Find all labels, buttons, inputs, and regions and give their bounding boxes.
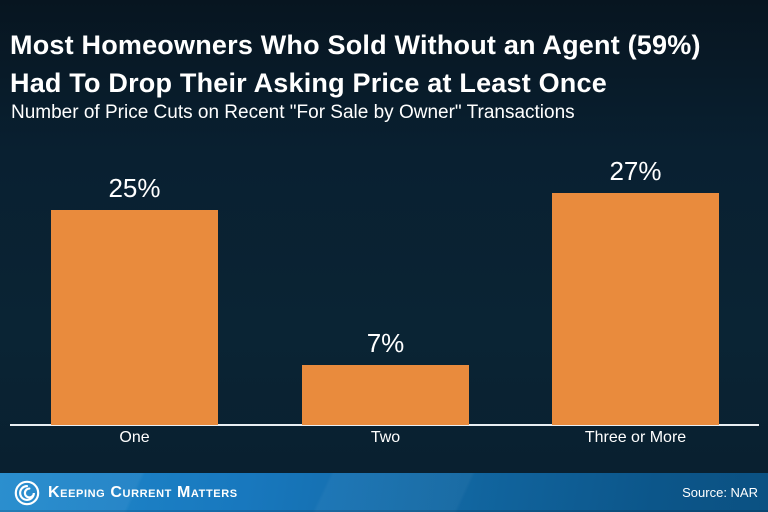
source-label: Source: NAR (682, 485, 758, 500)
bar-value-label: 25% (108, 173, 161, 203)
bar (552, 193, 719, 425)
bar-category-label: Three or More (584, 429, 687, 446)
bar (302, 365, 469, 425)
bar-category-label: One (119, 429, 150, 446)
title-line-2: Had To Drop Their Asking Price at Least … (10, 68, 607, 98)
kcm-swirl-icon (14, 480, 40, 505)
page-title: Most Homeowners Who Sold Without an Agen… (10, 26, 701, 102)
title-line-1: Most Homeowners Who Sold Without an Agen… (10, 30, 701, 60)
x-axis-line (10, 424, 759, 426)
footer-bar: Keeping Current Matters Source: NAR (0, 473, 768, 512)
bar-category-label: Two (370, 429, 401, 446)
bar-value-label: 7% (366, 328, 405, 358)
brand-logo: Keeping Current Matters (14, 473, 238, 512)
bar-value-label: 27% (609, 156, 662, 186)
brand-name: Keeping Current Matters (48, 483, 238, 501)
chart-subtitle: Number of Price Cuts on Recent "For Sale… (11, 102, 575, 123)
bar (51, 210, 218, 425)
